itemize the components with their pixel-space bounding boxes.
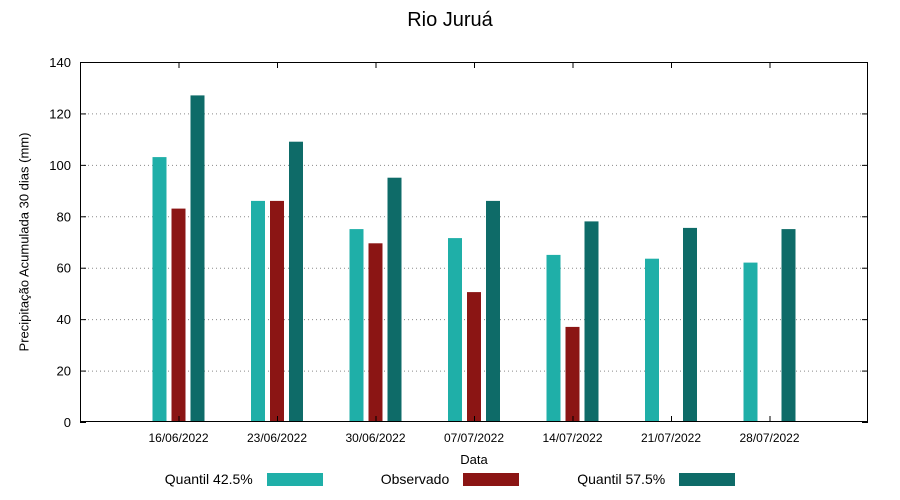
bar [683, 227, 697, 422]
bar [448, 238, 462, 422]
x-tick-label: 30/06/2022 [345, 431, 405, 445]
x-tick-label: 14/07/2022 [542, 431, 602, 445]
x-axis-label: Data [460, 452, 488, 467]
y-tick-label: 20 [57, 364, 71, 379]
bar [486, 200, 500, 422]
legend-item-quantil-57-5: Quantil 57.5% [577, 471, 736, 487]
bar [645, 258, 659, 422]
bar [190, 95, 205, 423]
legend-swatch-observado [463, 472, 520, 486]
legend-item-observado: Observado [380, 471, 520, 487]
bar [743, 262, 758, 422]
legend-swatch-quantil-42-5 [266, 472, 323, 486]
bar [387, 177, 402, 422]
y-tick-label: 60 [57, 261, 71, 276]
bar [171, 208, 186, 422]
x-tick-label: 23/06/2022 [247, 431, 307, 445]
bar [368, 243, 383, 422]
bar [467, 292, 481, 422]
legend-item-quantil-42-5: Quantil 42.5% [165, 471, 323, 487]
bar [152, 157, 167, 422]
bar [584, 221, 599, 422]
y-tick-label: 140 [49, 55, 71, 70]
bar [270, 200, 284, 422]
x-tick-label: 16/06/2022 [148, 431, 208, 445]
bar [546, 254, 561, 422]
legend-label: Quantil 42.5% [164, 471, 253, 487]
bar [349, 229, 364, 422]
x-tick-label: 07/07/2022 [444, 431, 504, 445]
x-tick-label: 21/07/2022 [641, 431, 701, 445]
bar [781, 229, 796, 422]
legend: Quantil 42.5% Observado Quantil 57.5% [0, 471, 900, 487]
y-tick-label: 100 [49, 158, 71, 173]
y-tick-label: 0 [64, 415, 71, 430]
y-tick-label: 120 [49, 106, 71, 121]
y-tick-label: 40 [57, 312, 71, 327]
legend-label: Observado [380, 471, 450, 487]
y-tick-label: 80 [57, 209, 71, 224]
bar [565, 326, 580, 422]
x-tick-label: 28/07/2022 [739, 431, 799, 445]
bar [251, 200, 265, 422]
legend-label: Quantil 57.5% [577, 471, 666, 487]
chart-title: Rio Juruá [407, 9, 493, 31]
legend-swatch-quantil-57-5 [679, 472, 736, 486]
bar [289, 141, 303, 422]
